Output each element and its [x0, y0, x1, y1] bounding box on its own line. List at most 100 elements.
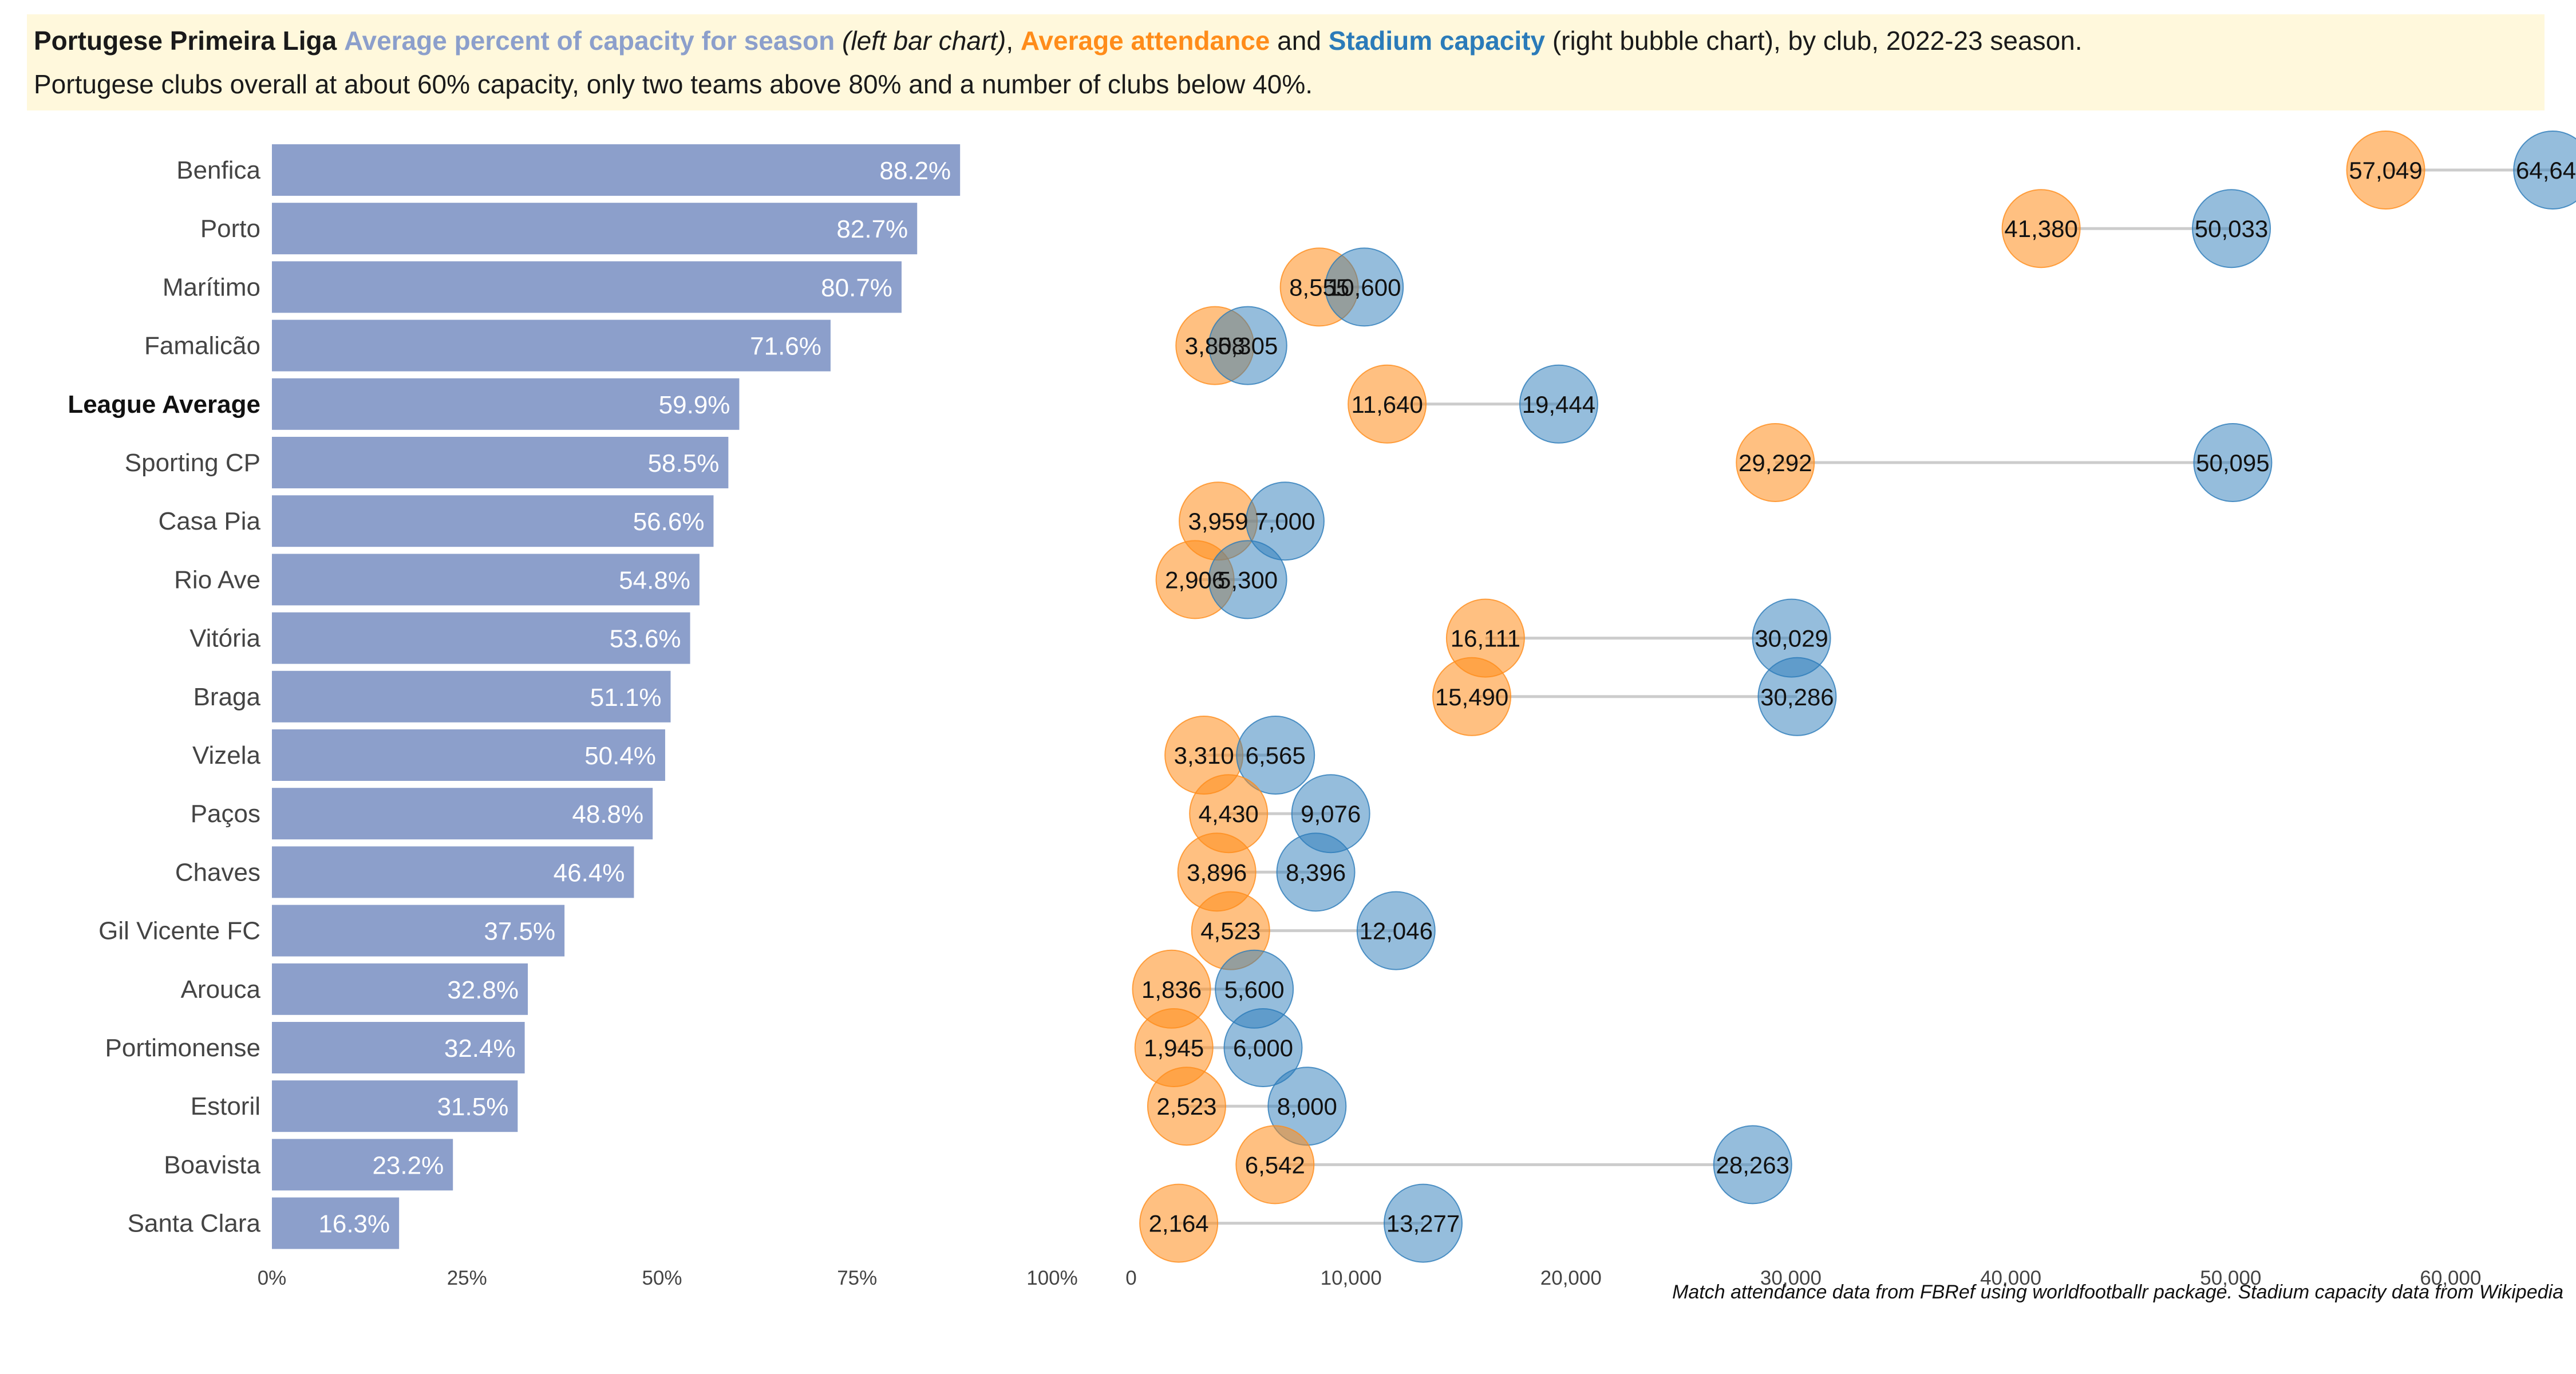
capacity-label-benfica: 64,642	[2516, 157, 2576, 184]
bar-arouca	[272, 963, 528, 1015]
bar-value-label-maritimo: 80.7%	[821, 274, 892, 302]
header-rest: (right bubble chart), by club, 2022-23 s…	[1545, 26, 2083, 56]
bubble-x-tick-label: 40,000	[1980, 1267, 2041, 1289]
category-label-santa-clara: Santa Clara	[128, 1210, 261, 1238]
category-label-benfica: Benfica	[176, 156, 260, 184]
category-label-casa-pia: Casa Pia	[158, 507, 260, 535]
capacity-bubble-vizela	[1236, 716, 1315, 795]
bar-value-label-braga: 51.1%	[590, 684, 662, 712]
bar-value-label-estoril: 31.5%	[437, 1093, 509, 1121]
capacity-bubble-rio-ave	[1208, 540, 1287, 619]
bar-value-label-casa-pia: 56.6%	[633, 508, 705, 536]
attendance-label-braga: 15,490	[1435, 684, 1508, 710]
bubble-x-tick-label: 0	[1125, 1267, 1136, 1289]
capacity-label-sporting-cp: 50,095	[2196, 449, 2269, 476]
capacity-label-maritimo: 10,600	[1327, 274, 1401, 301]
attendance-label-boavista: 6,542	[1245, 1151, 1305, 1178]
bar-boavista	[272, 1139, 453, 1191]
bar-value-label-gil-vicente-fc: 37.5%	[484, 918, 555, 946]
bar-value-label-arouca: 32.8%	[447, 976, 519, 1004]
capacity-label-casa-pia: 7,000	[1255, 508, 1315, 535]
bar-vizela	[272, 729, 665, 781]
bar-estoril	[272, 1080, 518, 1132]
category-label-league-average: League Average	[68, 390, 260, 418]
attendance-label-casa-pia: 3,959	[1188, 508, 1249, 535]
attendance-label-estoril: 2,523	[1156, 1093, 1216, 1120]
header-subtitle: Portugese clubs overall at about 60% cap…	[34, 69, 1313, 99]
bar-value-label-vizela: 50.4%	[584, 742, 656, 770]
attendance-label-league-average: 11,640	[1351, 391, 1423, 418]
attendance-label-rio-ave: 2,906	[1165, 566, 1225, 593]
attendance-bubble-benfica	[2346, 131, 2425, 210]
bar-value-label-famalicao: 71.6%	[750, 333, 821, 361]
bar-casa-pia	[272, 495, 714, 547]
capacity-label-santa-clara: 13,277	[1386, 1210, 1460, 1237]
capacity-bubble-braga	[1757, 657, 1837, 736]
bar-value-label-vitoria: 53.6%	[610, 625, 681, 653]
bar-chaves	[272, 846, 634, 898]
legend-capacity-pct: Average percent of capacity for season	[343, 26, 835, 56]
bar-porto	[272, 203, 918, 255]
capacity-label-pacos: 9,076	[1301, 800, 1361, 827]
bar-rio-ave	[272, 554, 700, 606]
bar-famalicao	[272, 319, 831, 372]
bar-braga	[272, 670, 671, 722]
attendance-label-arouca: 1,836	[1141, 976, 1202, 1003]
header-line-1: Portugese Primeira Liga Average percent …	[34, 19, 2538, 62]
bar-sporting-cp	[272, 437, 729, 488]
category-label-arouca: Arouca	[181, 976, 261, 1004]
category-label-estoril: Estoril	[191, 1092, 260, 1120]
category-label-porto: Porto	[200, 215, 260, 243]
attendance-bubble-braga	[1432, 657, 1512, 736]
bar-x-tick-label: 100%	[1026, 1267, 1078, 1289]
bar-chart-capacity-percent: Benfica 88.2% Porto 82.7% Marítimo 80.7% Famal…	[68, 144, 1078, 1289]
bar-value-label-benfica: 88.2%	[879, 157, 951, 185]
bar-value-label-santa-clara: 16.3%	[318, 1210, 390, 1238]
bar-value-label-portimonense: 32.4%	[444, 1035, 516, 1063]
bar-x-tick-label: 75%	[837, 1267, 877, 1289]
bubble-x-tick-label: 10,000	[1321, 1267, 1382, 1289]
capacity-label-vitoria: 30,029	[1755, 625, 1828, 652]
bubble-x-tick-label: 20,000	[1540, 1267, 1602, 1289]
capacity-label-chaves: 8,396	[1286, 859, 1346, 886]
bar-maritimo	[272, 261, 902, 313]
bar-santa-clara	[272, 1197, 400, 1249]
capacity-label-gil-vicente-fc: 12,046	[1360, 918, 1433, 945]
attendance-label-vitoria: 16,111	[1451, 625, 1520, 652]
category-label-portimonense: Portimonense	[105, 1034, 260, 1062]
attendance-label-chaves: 3,896	[1187, 859, 1247, 886]
category-label-boavista: Boavista	[164, 1151, 260, 1179]
category-label-pacos: Paços	[191, 800, 260, 828]
attendance-label-portimonense: 1,945	[1144, 1035, 1204, 1061]
bar-value-label-league-average: 59.9%	[659, 391, 730, 419]
capacity-label-league-average: 19,444	[1522, 391, 1595, 418]
capacity-bubble-league-average	[1519, 364, 1598, 444]
chart-header: Portugese Primeira Liga Average percent …	[27, 14, 2545, 110]
capacity-bubble-gil-vicente-fc	[1356, 891, 1436, 970]
bar-x-tick-label: 25%	[447, 1267, 487, 1289]
attendance-bubble-santa-clara	[1139, 1183, 1219, 1263]
capacity-bubble-chaves	[1276, 832, 1356, 912]
attendance-label-gil-vicente-fc: 4,523	[1200, 918, 1261, 945]
bar-value-label-porto: 82.7%	[836, 215, 908, 243]
legend-stadium-capacity: Stadium capacity	[1328, 26, 1546, 56]
bar-value-label-boavista: 23.2%	[372, 1151, 444, 1179]
attendance-label-pacos: 4,430	[1199, 800, 1259, 827]
bar-pacos	[272, 788, 653, 840]
bubble-x-tick-label: 50,000	[2200, 1267, 2261, 1289]
attendance-label-santa-clara: 2,164	[1149, 1210, 1209, 1237]
category-label-chaves: Chaves	[175, 858, 260, 886]
capacity-label-famalicao: 5,305	[1218, 333, 1278, 360]
bar-value-label-pacos: 48.8%	[572, 800, 643, 828]
capacity-bubble-boavista	[1713, 1125, 1792, 1205]
category-label-vizela: Vizela	[192, 741, 261, 769]
capacity-bubble-casa-pia	[1245, 481, 1325, 561]
attendance-bubble-estoril	[1147, 1067, 1226, 1146]
capacity-bubble-porto	[2192, 189, 2271, 269]
attendance-label-maritimo: 8,555	[1289, 274, 1349, 301]
attendance-label-famalicao: 3,808	[1185, 333, 1245, 360]
bar-value-label-chaves: 46.4%	[554, 859, 625, 887]
bar-value-label-rio-ave: 54.8%	[619, 566, 690, 594]
